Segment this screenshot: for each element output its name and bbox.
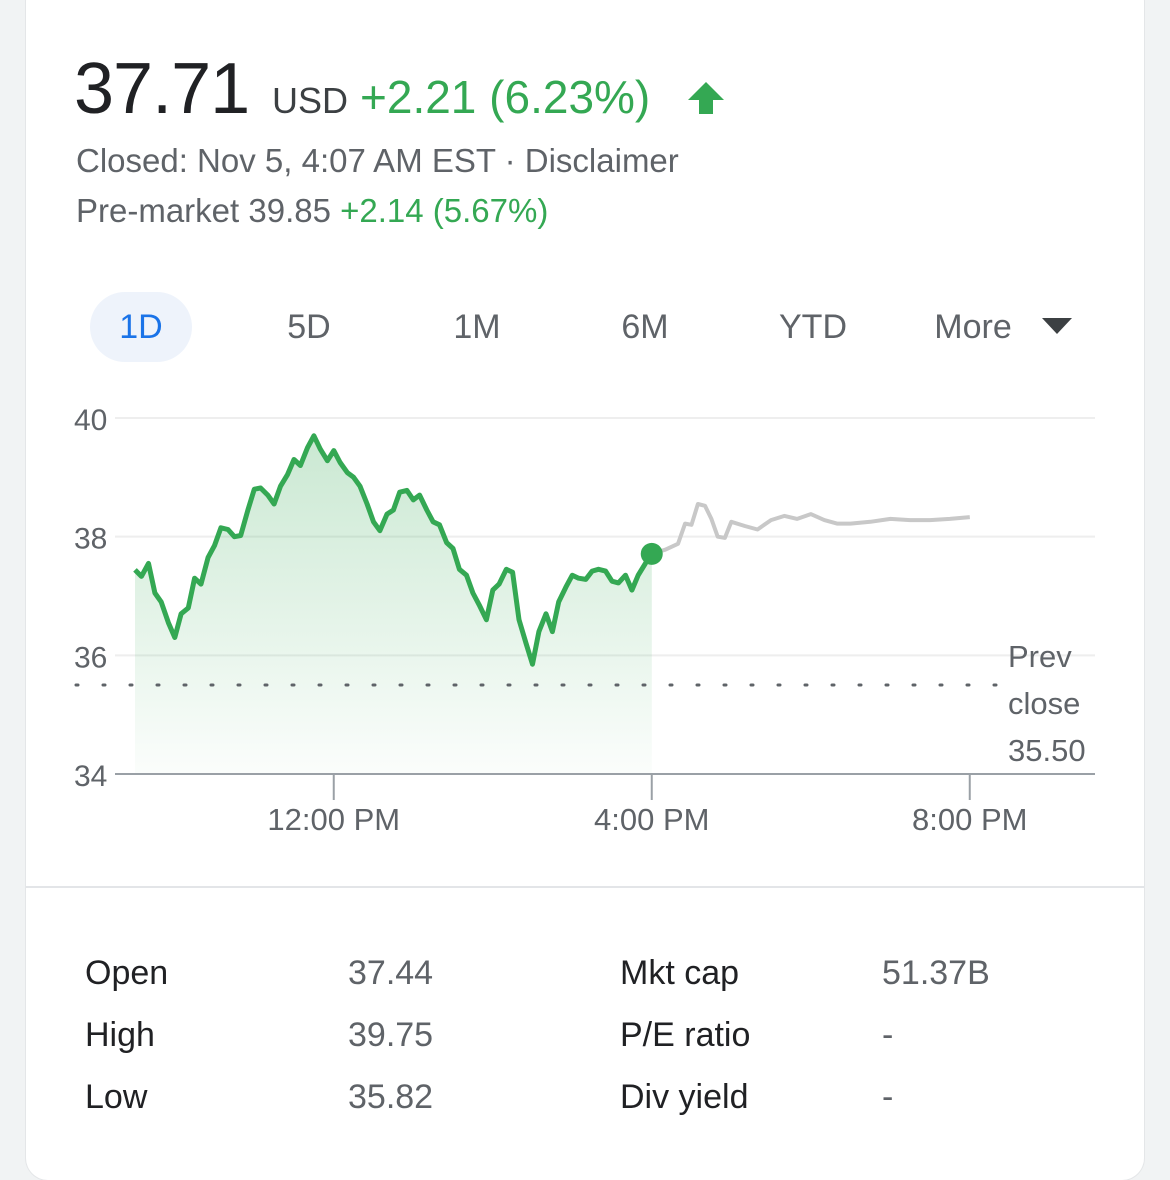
market-status: Closed: Nov 5, 4:07 AM EST · Disclaimer <box>76 142 679 180</box>
stat-label-high: High <box>85 1016 155 1054</box>
stat-label-low: Low <box>85 1078 148 1116</box>
stat-value-open: 37.44 <box>348 954 434 992</box>
price-change: +2.21 (6.23%) <box>360 71 651 123</box>
current-price-marker <box>640 542 663 565</box>
current-price: 37.71 <box>74 49 250 129</box>
arrow-up-icon <box>688 82 724 114</box>
after-hours-line <box>651 502 970 556</box>
tab-more[interactable]: More <box>934 308 1012 346</box>
prev-close-label: 35.50 <box>1008 733 1086 768</box>
stat-label-mkt-cap: Mkt cap <box>620 954 740 992</box>
stat-value-pe-ratio: - <box>882 1016 894 1054</box>
x-tick-label: 8:00 PM <box>912 802 1027 837</box>
status-text: Closed: Nov 5, 4:07 AM EST · <box>76 142 525 179</box>
premarket-quote: Pre-market 39.85 +2.14 (5.67%) <box>76 192 548 230</box>
premarket-change: +2.14 (5.67%) <box>340 192 549 229</box>
price-chart[interactable]: 40 38 36 34 12:00 PM 4:00 PM 8:00 PM Prev close 3… <box>0 0 1170 880</box>
tab-5d[interactable]: 5D <box>287 308 331 346</box>
stat-value-mkt-cap: 51.37B <box>882 954 990 992</box>
tab-1m[interactable]: 1M <box>453 308 501 346</box>
stat-value-div-yield: - <box>882 1078 894 1116</box>
premarket-label: Pre-market 39.85 <box>76 192 341 229</box>
y-tick-label: 38 <box>74 523 107 556</box>
prev-close-label: Prev <box>1008 639 1072 674</box>
disclaimer-link[interactable]: Disclaimer <box>524 142 679 179</box>
dropdown-triangle-icon[interactable] <box>1040 316 1074 336</box>
tab-6m[interactable]: 6M <box>621 308 669 346</box>
x-tick-label: 12:00 PM <box>267 802 400 837</box>
currency-label: USD <box>272 80 349 121</box>
stat-label-pe-ratio: P/E ratio <box>620 1016 751 1054</box>
y-tick-label: 40 <box>74 404 107 437</box>
y-tick-label: 36 <box>74 641 107 674</box>
prev-close-label: close <box>1008 686 1080 721</box>
stat-value-high: 39.75 <box>348 1016 434 1054</box>
y-tick-label: 34 <box>74 760 107 793</box>
tab-ytd[interactable]: YTD <box>779 308 847 346</box>
tab-1d[interactable]: 1D <box>90 292 192 362</box>
x-tick-label: 4:00 PM <box>594 802 709 837</box>
price-area-fill <box>135 435 652 774</box>
stat-label-open: Open <box>85 954 169 992</box>
section-divider <box>26 886 1144 888</box>
price-line <box>133 433 654 667</box>
stat-label-div-yield: Div yield <box>620 1078 749 1116</box>
stat-value-low: 35.82 <box>348 1078 434 1116</box>
